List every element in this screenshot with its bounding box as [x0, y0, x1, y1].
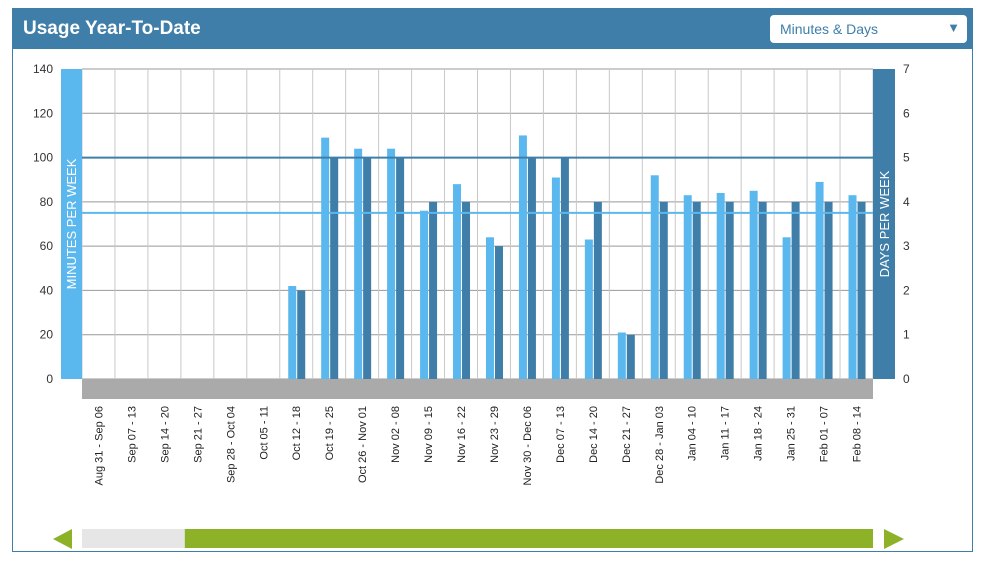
days-bar — [593, 201, 602, 379]
scrollbar-thumb[interactable] — [184, 529, 873, 548]
right-tick-label: 2 — [903, 283, 910, 297]
minutes-bar — [321, 137, 330, 379]
days-bar — [791, 201, 800, 379]
units-dropdown-value: Minutes & Days — [780, 21, 879, 37]
caret-down-icon: ▼ — [947, 20, 960, 35]
x-tick-label: Feb 08 - 14 — [852, 406, 864, 462]
panel-title: Usage Year-To-Date — [23, 18, 201, 39]
days-bar — [857, 201, 866, 379]
x-tick-label: Oct 12 - 18 — [291, 406, 303, 460]
right-tick-label: 7 — [903, 62, 910, 76]
x-tick-label: Nov 30 - Dec 06 — [522, 406, 534, 485]
minutes-bar — [387, 148, 396, 379]
days-bar — [297, 290, 306, 379]
x-tick-label: Feb 01 - 07 — [819, 406, 831, 462]
category-band — [82, 379, 873, 399]
left-tick-label: 60 — [40, 239, 54, 253]
minutes-bar — [485, 237, 494, 379]
x-tick-label: Oct 05 - 11 — [258, 406, 270, 460]
right-tick-label: 3 — [903, 239, 910, 253]
left-tick-label: 100 — [33, 151, 53, 165]
left-tick-label: 80 — [40, 195, 54, 209]
minutes-bar — [617, 332, 626, 379]
panel-header: Usage Year-To-Date Minutes & Days ▼ — [13, 9, 972, 49]
minutes-bar — [650, 175, 659, 379]
x-tick-label: Sep 07 - 13 — [126, 406, 138, 463]
days-bar — [396, 157, 405, 379]
left-axis-label: MINUTES PER WEEK — [64, 158, 79, 289]
right-axis-band — [873, 69, 895, 379]
x-tick-label: Jan 18 - 24 — [753, 406, 765, 461]
right-tick-label: 6 — [903, 106, 910, 120]
left-tick-label: 0 — [46, 372, 53, 386]
x-tick-label: Dec 07 - 13 — [555, 406, 567, 463]
triangle-right-icon[interactable] — [884, 529, 904, 549]
left-axis-band — [61, 69, 82, 379]
minutes-bar — [782, 237, 791, 379]
minutes-bar — [420, 210, 429, 379]
days-bar — [363, 157, 372, 379]
days-bar — [494, 246, 503, 379]
minutes-bar — [683, 195, 692, 379]
days-bar — [429, 201, 438, 379]
x-tick-label: Nov 16 - 22 — [456, 406, 468, 463]
units-dropdown[interactable]: Minutes & Days ▼ — [770, 15, 967, 43]
triangle-left-icon[interactable] — [53, 529, 72, 549]
left-tick-label: 120 — [33, 106, 53, 120]
days-bar — [659, 201, 668, 379]
usage-panel: Usage Year-To-Date Minutes & Days ▼ — [12, 8, 973, 552]
days-bar — [527, 157, 536, 379]
x-tick-label: Jan 11 - 17 — [720, 406, 732, 460]
days-bar — [824, 201, 833, 379]
x-tick-label: Oct 19 - 25 — [324, 406, 336, 460]
minutes-bar — [848, 195, 857, 379]
minutes-bar — [453, 184, 462, 379]
days-bar — [725, 201, 734, 379]
days-bar — [462, 201, 471, 379]
minutes-bar — [815, 181, 824, 379]
x-tick-label: Sep 14 - 20 — [159, 406, 171, 463]
minutes-bar — [716, 193, 725, 379]
minutes-bar — [288, 286, 297, 379]
x-tick-label: Nov 02 - 08 — [390, 406, 402, 463]
right-tick-label: 0 — [903, 372, 910, 386]
x-tick-label: Nov 09 - 15 — [423, 406, 435, 463]
x-tick-label: Dec 21 - 27 — [621, 406, 633, 463]
x-tick-label: Jan 04 - 10 — [687, 406, 699, 461]
days-bar — [626, 334, 635, 379]
right-axis-label: DAYS PER WEEK — [877, 170, 892, 277]
minutes-bar — [518, 135, 527, 379]
x-tick-label: Sep 28 - Oct 04 — [225, 406, 237, 483]
x-tick-label: Jan 25 - 31 — [786, 406, 798, 461]
minutes-bar — [354, 148, 363, 379]
minutes-bar — [749, 190, 758, 379]
minutes-bar — [551, 177, 560, 379]
left-tick-label: 40 — [40, 283, 54, 297]
days-bar — [758, 201, 767, 379]
days-bar — [692, 201, 701, 379]
minutes-bar — [584, 239, 593, 379]
right-tick-label: 1 — [903, 328, 910, 342]
right-tick-label: 4 — [903, 195, 910, 209]
x-tick-label: Sep 21 - 27 — [192, 406, 204, 463]
x-tick-label: Dec 28 - Jan 03 — [654, 406, 666, 484]
x-tick-label: Nov 23 - 29 — [489, 406, 501, 463]
x-tick-label: Aug 31 - Sep 06 — [93, 406, 105, 486]
left-tick-label: 140 — [33, 62, 53, 76]
x-tick-label: Oct 26 - Nov 01 — [357, 406, 369, 483]
x-tick-label: Dec 14 - 20 — [588, 406, 600, 463]
days-bar — [560, 157, 569, 379]
left-tick-label: 20 — [40, 328, 54, 342]
right-tick-label: 5 — [903, 151, 910, 165]
days-bar — [330, 157, 339, 379]
